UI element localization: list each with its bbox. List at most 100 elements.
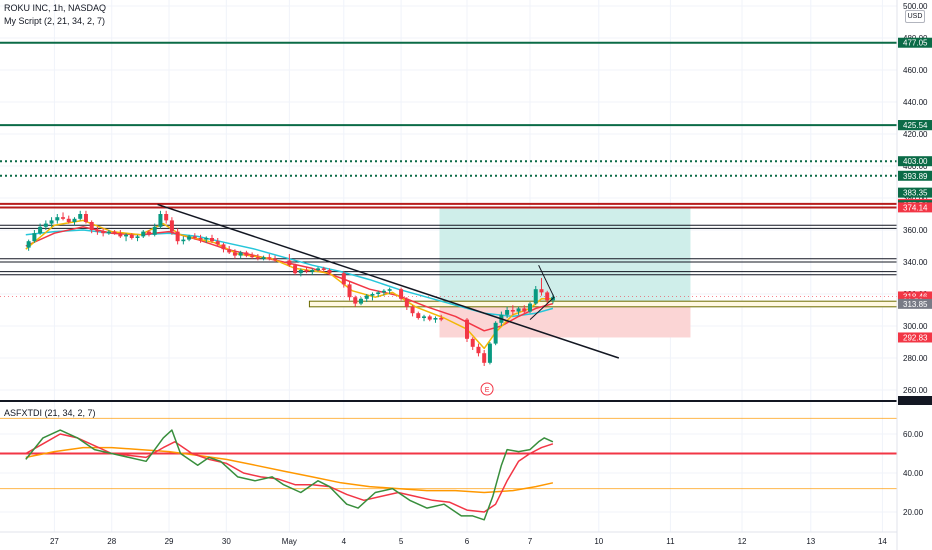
candle <box>273 255 278 262</box>
candle-body <box>49 220 54 224</box>
candle-body <box>106 231 111 234</box>
price-tick-label: 460.00 <box>903 66 928 75</box>
candle <box>341 271 346 288</box>
candle-body <box>95 230 100 232</box>
time-tick-label: 28 <box>107 537 116 546</box>
candle <box>464 318 469 342</box>
candle <box>545 290 550 304</box>
symbol-title[interactable]: ROKU INC, 1h, NASDAQ <box>4 3 107 13</box>
candle <box>95 226 100 235</box>
candle <box>198 234 203 243</box>
candle <box>439 314 444 322</box>
candle-body <box>198 238 203 240</box>
candle <box>215 238 220 246</box>
candle <box>353 295 358 307</box>
price-badge-label: 477.05 <box>903 39 928 48</box>
profit-zone <box>439 207 691 304</box>
candle-body <box>482 353 487 363</box>
price-badge-label: 500.00 <box>903 2 928 11</box>
osc-orange-line <box>25 446 554 494</box>
price-badge-red <box>898 291 932 302</box>
time-tick-label: 7 <box>528 537 533 546</box>
candle-body <box>255 257 260 259</box>
candle <box>169 217 174 235</box>
price-axis <box>897 0 932 550</box>
candle-body <box>399 289 404 299</box>
candle <box>232 249 237 259</box>
candle-body <box>215 241 220 245</box>
candle <box>327 268 332 275</box>
candle <box>255 254 260 261</box>
osc-tick-label: 60.00 <box>903 430 924 439</box>
osc-tick-label: 40.00 <box>903 469 924 478</box>
candle-body <box>61 217 66 219</box>
script-title[interactable]: My Script (2, 21, 34, 2, 7) <box>4 16 106 26</box>
price-badge-green <box>898 120 932 131</box>
candle <box>298 268 303 277</box>
price-tick-label: 400.00 <box>903 162 928 171</box>
projection-wedge <box>529 264 555 320</box>
candle-body <box>381 290 386 293</box>
pane-separator <box>0 400 897 402</box>
candle-body <box>146 231 151 235</box>
candle-body <box>287 260 292 266</box>
price-badge-label: 374.14 <box>903 203 928 212</box>
candle <box>321 266 326 272</box>
candle <box>316 266 321 272</box>
candle-body <box>510 310 515 312</box>
candle-body <box>141 231 146 237</box>
candle-body <box>112 231 117 234</box>
oscillator-title[interactable]: ASFXTDI (21, 34, 2, 7) <box>4 408 96 418</box>
candle-body <box>118 233 123 237</box>
time-tick-label: 11 <box>666 537 675 546</box>
candle-body <box>476 346 481 354</box>
candle-body <box>539 289 544 293</box>
oscillator-legend: ASFXTDI (21, 34, 2, 7) <box>4 408 96 418</box>
currency-button[interactable]: USD <box>905 10 925 23</box>
candle-body <box>327 270 332 274</box>
candle-body <box>404 298 409 307</box>
time-tick-label: 14 <box>878 537 887 546</box>
candle-body <box>464 319 469 339</box>
candle-body <box>347 284 352 298</box>
candle-body <box>364 295 369 299</box>
candle-body <box>321 268 326 270</box>
candle-body <box>169 220 174 232</box>
candle-body <box>83 214 88 222</box>
candle-body <box>261 257 266 259</box>
candle <box>26 239 31 251</box>
candle-body <box>38 226 43 234</box>
price-tick-label: 300.00 <box>903 322 928 331</box>
osc-tick-label: 20.00 <box>903 508 924 517</box>
candle-body <box>516 308 521 312</box>
candle <box>38 223 43 235</box>
candle-body <box>439 318 444 320</box>
price-badge-green <box>898 156 932 167</box>
candle <box>476 343 481 357</box>
candle <box>261 255 266 261</box>
candle-body <box>129 234 134 238</box>
candle-body <box>175 231 180 242</box>
candle <box>399 287 404 301</box>
main-legend: ROKU INC, 1h, NASDAQ My Script (2, 21, 3… <box>4 3 106 26</box>
candle <box>304 266 309 274</box>
candle <box>433 316 438 323</box>
candle-body <box>370 294 375 296</box>
price-badge-label: 425.54 <box>903 121 928 130</box>
candle-body <box>72 218 77 222</box>
loss-zone <box>439 303 691 338</box>
candle <box>72 217 77 226</box>
time-tick-label: 5 <box>399 537 404 546</box>
candle <box>129 233 134 240</box>
candle <box>32 230 37 243</box>
candle <box>164 210 169 224</box>
candle-body <box>522 308 527 312</box>
candle-body <box>545 292 550 301</box>
candle-body <box>293 265 298 274</box>
time-tick-label: 27 <box>50 537 59 546</box>
price-tick-label: 260.00 <box>903 386 928 395</box>
candle-body <box>152 226 157 235</box>
trendline <box>157 203 620 359</box>
candle-body <box>416 313 421 318</box>
